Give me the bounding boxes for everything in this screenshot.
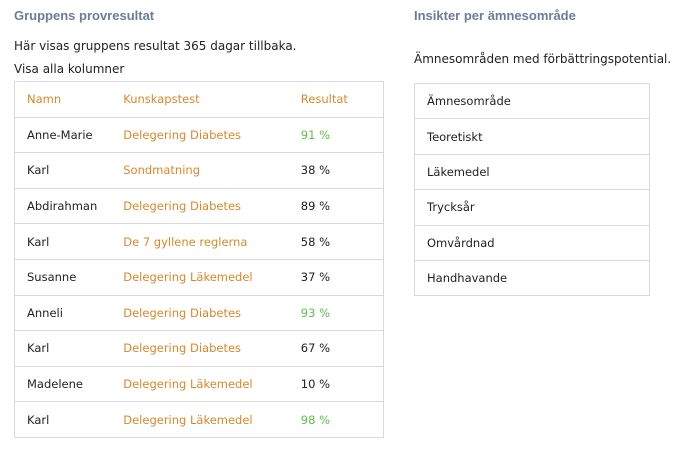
table-row: Anneli Delegering Diabetes 93 % <box>14 294 384 332</box>
area-row: Teoretiskt <box>414 118 650 155</box>
test-link[interactable]: Sondmatning <box>123 163 201 178</box>
row-result: 91 % <box>300 116 384 154</box>
area-row: Omvårdnad <box>414 224 650 261</box>
area-row: Trycksår <box>414 189 650 226</box>
table-row: Madelene Delegering Läkemedel 10 % <box>14 365 384 403</box>
row-result: 98 % <box>300 401 384 438</box>
column-header-result[interactable]: Resultat <box>300 81 384 118</box>
area-name: Omvårdnad <box>414 224 650 261</box>
results-table: Namn Kunskapstest Resultat Anne-Marie Del… <box>14 81 384 438</box>
results-header-row: Namn Kunskapstest Resultat <box>14 81 384 118</box>
table-row: Susanne Delegering Läkemedel 37 % <box>14 258 384 296</box>
test-link[interactable]: Delegering Diabetes <box>123 127 242 142</box>
row-result: 38 % <box>300 152 384 189</box>
table-row: Abdirahman Delegering Diabetes 89 % <box>14 187 384 225</box>
table-row: Anne-Marie Delegering Diabetes 91 % <box>14 116 384 154</box>
row-name: Karl <box>14 401 124 438</box>
table-row: Karl De 7 gyllene reglerna 58 % <box>14 223 384 260</box>
results-title: Gruppens provresultat <box>14 8 155 23</box>
test-link[interactable]: Delegering Diabetes <box>123 199 242 214</box>
area-row: Handhavande <box>414 259 650 297</box>
row-result: 10 % <box>300 365 384 403</box>
area-name: Teoretiskt <box>414 118 650 155</box>
column-header-area: Ämnesområde <box>414 82 650 120</box>
column-header-test[interactable]: Kunskapstest <box>123 81 301 118</box>
test-link[interactable]: De 7 gyllene reglerna <box>123 234 248 249</box>
row-name: Madelene <box>14 365 124 403</box>
show-all-columns-link[interactable]: Visa alla kolumner <box>14 62 125 76</box>
row-result: 58 % <box>300 223 384 260</box>
results-description: Här visas gruppens resultat 365 dagar ti… <box>14 39 297 53</box>
row-name: Karl <box>14 152 124 189</box>
areas-table: Ämnesområde Teoretiskt Läkemedel Trycksår O… <box>414 82 650 297</box>
row-result: 93 % <box>300 294 384 332</box>
table-row: Karl Delegering Läkemedel 98 % <box>14 401 384 438</box>
test-link[interactable]: Delegering Läkemedel <box>123 377 253 392</box>
row-name: Karl <box>14 330 124 367</box>
insights-title: Insikter per ämnesområde <box>414 8 576 23</box>
row-name: Abdirahman <box>14 187 124 225</box>
area-name: Trycksår <box>414 189 650 226</box>
row-result: 89 % <box>300 187 384 225</box>
area-name: Handhavande <box>414 259 650 297</box>
test-link[interactable]: Delegering Diabetes <box>123 341 242 356</box>
column-header-name[interactable]: Namn <box>14 81 124 118</box>
row-name: Karl <box>14 223 124 260</box>
row-name: Susanne <box>14 258 124 296</box>
areas-header-row: Ämnesområde <box>414 82 650 120</box>
row-name: Anneli <box>14 294 124 332</box>
insights-description: Ämnesområden med förbättringspotential. <box>414 52 672 66</box>
table-row: Karl Delegering Diabetes 67 % <box>14 330 384 367</box>
row-result: 37 % <box>300 258 384 296</box>
area-row: Läkemedel <box>414 153 650 191</box>
test-link[interactable]: Delegering Diabetes <box>123 305 242 320</box>
table-row: Karl Sondmatning 38 % <box>14 152 384 189</box>
row-result: 67 % <box>300 330 384 367</box>
area-name: Läkemedel <box>414 153 650 191</box>
test-link[interactable]: Delegering Läkemedel <box>123 270 253 285</box>
row-name: Anne-Marie <box>14 116 124 154</box>
test-link[interactable]: Delegering Läkemedel <box>123 412 253 427</box>
